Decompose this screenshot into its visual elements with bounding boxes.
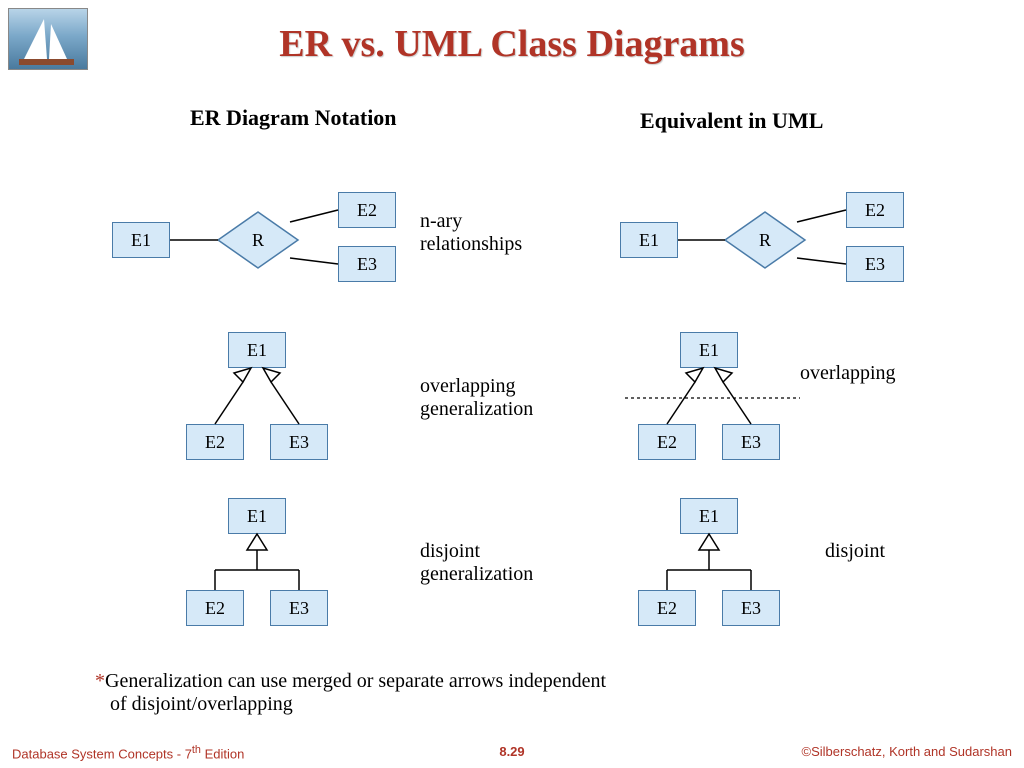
er-row2-e1: E1	[228, 332, 286, 368]
svg-text:R: R	[759, 230, 771, 250]
er-row3-e1: E1	[228, 498, 286, 534]
footer-copyright: ©Silberschatz, Korth and Sudarshan	[802, 744, 1012, 759]
er-row1-e2: E2	[338, 192, 396, 228]
uml-row3-e2: E2	[638, 590, 696, 626]
footnote: *Generalization can use merged or separa…	[95, 670, 606, 716]
footer-page-number: 8.29	[499, 744, 524, 759]
er-row3-e3: E3	[270, 590, 328, 626]
label-row3: disjointgeneralization	[420, 540, 533, 586]
er-row2-e3: E3	[270, 424, 328, 460]
uml-row1-e3: E3	[846, 246, 904, 282]
er-row1-e1: E1	[112, 222, 170, 258]
er-row1-e3: E3	[338, 246, 396, 282]
slide-footer: Database System Concepts - 7th Edition 8…	[0, 744, 1024, 764]
uml-row1-e2: E2	[846, 192, 904, 228]
diagram-area: E1 E2 E3 E1 E2 E3 E1 E2 E3 E1 E2 E3 E1 E…	[0, 0, 1024, 768]
uml-row2-e1: E1	[680, 332, 738, 368]
footer-left: Database System Concepts - 7th Edition	[12, 744, 244, 761]
er-row3-e2: E2	[186, 590, 244, 626]
uml-row3-e3: E3	[722, 590, 780, 626]
label-row2: overlappinggeneralization	[420, 375, 533, 421]
uml-row1-e1: E1	[620, 222, 678, 258]
er-row2-e2: E2	[186, 424, 244, 460]
label-uml-row2: overlapping	[800, 362, 896, 385]
uml-row2-e3: E3	[722, 424, 780, 460]
label-row1: n-aryrelationships	[420, 210, 522, 256]
uml-row2-e2: E2	[638, 424, 696, 460]
svg-text:R: R	[252, 230, 264, 250]
uml-row3-e1: E1	[680, 498, 738, 534]
label-uml-row3: disjoint	[825, 540, 885, 563]
